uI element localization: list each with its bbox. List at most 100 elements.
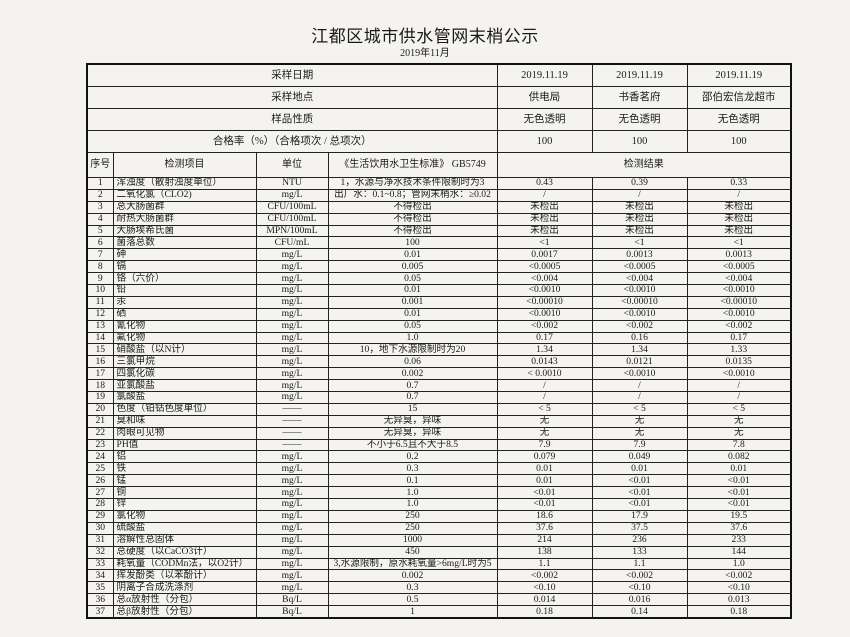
- row-item: 镉: [112, 260, 257, 274]
- row-result: 未检出: [591, 200, 688, 214]
- row-result: <0.01: [686, 474, 792, 488]
- row-result: <0.002: [496, 319, 593, 333]
- row-item: 铅: [112, 284, 257, 297]
- col-no: 序号: [86, 152, 114, 178]
- row-standard: 1000: [327, 533, 498, 547]
- row-no: 24: [86, 450, 114, 464]
- table-row: 9 铬（六价） mg/L 0.05 <0.004 <0.004 <0.004: [86, 272, 792, 286]
- row-result: 0.39: [591, 177, 688, 190]
- row-no: 23: [86, 438, 114, 452]
- summary-label: 合格率（%）（合格项次 / 总项次）: [86, 130, 498, 153]
- row-result: 1.34: [496, 343, 593, 357]
- row-standard: 0.01: [327, 307, 498, 321]
- row-result: <0.01: [496, 486, 593, 500]
- summary-value: 无色透明: [591, 108, 688, 131]
- row-unit: mg/L: [255, 545, 329, 559]
- row-result: 无: [686, 426, 792, 440]
- table-row: 37 总β放射性（分包） Bq/L 1 0.18 0.14 0.18: [86, 605, 792, 619]
- summary-value: 100: [496, 130, 593, 153]
- row-result: /: [591, 188, 688, 202]
- row-result: < 0.0010: [496, 367, 593, 381]
- row-result: <0.0010: [496, 284, 593, 297]
- summary-row: 采样日期 2019.11.19 2019.11.19 2019.11.19: [86, 63, 792, 87]
- table-row: 34 挥发酚类（以苯酚计） mg/L 0.002 <0.002 <0.002 <0.002: [86, 569, 792, 583]
- row-result: 0.17: [496, 331, 593, 345]
- row-result: 0.049: [591, 450, 688, 464]
- table-row: 6 菌落总数 CFU/mL 100 <1 <1 <1: [86, 236, 792, 250]
- row-result: <0.004: [496, 272, 593, 286]
- row-unit: mg/L: [255, 355, 329, 369]
- row-standard: 1.0: [327, 498, 498, 511]
- row-result: /: [686, 391, 792, 404]
- row-no: 4: [86, 212, 114, 226]
- row-no: 13: [86, 319, 114, 333]
- row-result: <0.00010: [496, 295, 593, 309]
- row-result: <0.002: [686, 319, 792, 333]
- summary-label: 采样日期: [86, 63, 498, 87]
- row-result: 0.18: [496, 605, 593, 619]
- row-standard: 1.0: [327, 486, 498, 500]
- table-row: 2 二氧化氯（CLO2) mg/L 出厂水：0.1~0.8；管网末梢水：≥0.02//…: [86, 188, 792, 202]
- table-row: 15 硝酸盐（以N计） mg/L 10，地下水源限制时为20 1.34 1.34 1.33: [86, 343, 792, 357]
- row-result: 1.34: [591, 343, 688, 357]
- row-standard: 100: [327, 236, 498, 250]
- row-no: 12: [86, 307, 114, 321]
- row-result: <0.0010: [591, 367, 688, 381]
- col-results: 检测结果: [496, 152, 792, 178]
- row-unit: CFU/100mL: [255, 212, 329, 226]
- table-row: 32 总硬度（以CaCO3计） mg/L 450 138 133 144: [86, 545, 792, 559]
- row-result: 37.6: [496, 521, 593, 535]
- row-result: <0.002: [686, 569, 792, 583]
- row-result: 0.013: [686, 593, 792, 607]
- row-no: 14: [86, 331, 114, 345]
- row-no: 30: [86, 521, 114, 535]
- row-item: 氯化物: [112, 509, 257, 523]
- row-unit: ——: [255, 414, 329, 428]
- row-unit: mg/L: [255, 248, 329, 262]
- row-result: <0.01: [496, 498, 593, 511]
- row-result: 未检出: [496, 212, 593, 226]
- row-no: 2: [86, 188, 114, 202]
- row-result: <0.004: [686, 272, 792, 286]
- row-unit: Bq/L: [255, 593, 329, 607]
- row-standard: 0.1: [327, 474, 498, 488]
- row-unit: CFU/100mL: [255, 200, 329, 214]
- row-result: <1: [686, 236, 792, 250]
- page-title: 江都区城市供水管网末梢公示: [311, 27, 539, 47]
- row-item: 溶解性总固体: [112, 533, 257, 547]
- row-result: 236: [591, 533, 688, 547]
- row-result: < 5: [496, 402, 593, 416]
- row-result: 1.0: [686, 557, 792, 571]
- col-item: 检测项目: [112, 152, 257, 178]
- row-result: 7.8: [686, 438, 792, 452]
- row-no: 37: [86, 605, 114, 619]
- row-result: 17.9: [591, 509, 688, 523]
- row-result: <1: [496, 236, 593, 250]
- row-item: 汞: [112, 295, 257, 309]
- row-no: 36: [86, 593, 114, 607]
- row-result: 0.014: [496, 593, 593, 607]
- row-result: 233: [686, 533, 792, 547]
- row-unit: Bq/L: [255, 605, 329, 619]
- row-standard: 0.01: [327, 284, 498, 297]
- row-result: /: [686, 188, 792, 202]
- row-standard: 无异臭，异味: [327, 426, 498, 440]
- row-item: 四氯化碳: [112, 367, 257, 381]
- summary-value: 无色透明: [686, 108, 792, 131]
- row-standard: 0.05: [327, 272, 498, 286]
- row-no: 5: [86, 224, 114, 238]
- table-row: 31 溶解性总固体 mg/L 1000 214 236 233: [86, 533, 792, 547]
- table-row: 26 锰 mg/L 0.1 0.01 <0.01 <0.01: [86, 474, 792, 488]
- row-no: 8: [86, 260, 114, 274]
- row-item: 锰: [112, 474, 257, 488]
- row-no: 34: [86, 569, 114, 583]
- row-result: 无: [591, 426, 688, 440]
- row-no: 33: [86, 557, 114, 571]
- row-unit: mg/L: [255, 188, 329, 202]
- row-item: 菌落总数: [112, 236, 257, 250]
- row-result: 未检出: [496, 200, 593, 214]
- row-unit: MPN/100mL: [255, 224, 329, 238]
- row-result: 0.43: [496, 177, 593, 190]
- col-standard: 《生活饮用水卫生标准》 GB5749: [327, 152, 498, 178]
- row-result: 133: [591, 545, 688, 559]
